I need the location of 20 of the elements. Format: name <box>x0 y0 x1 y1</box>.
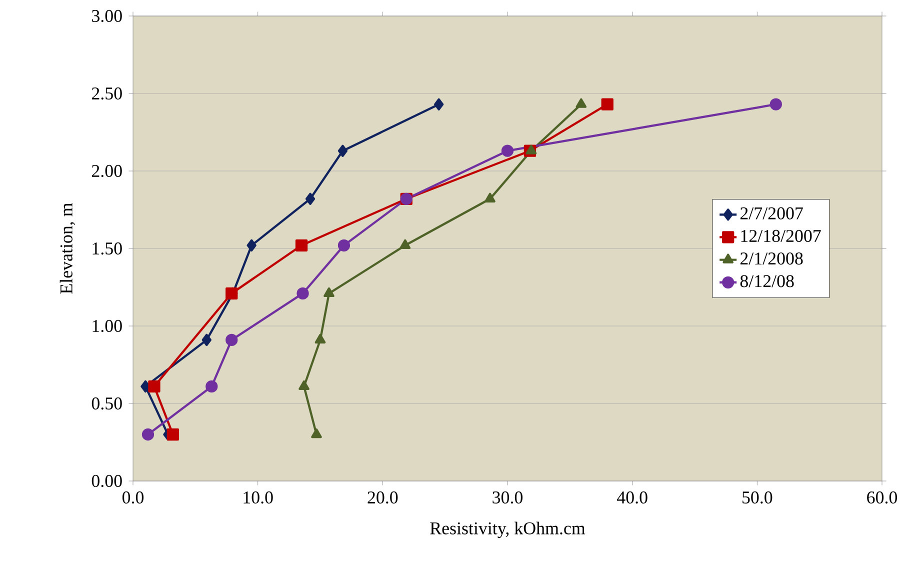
x-tick-label: 0.0 <box>122 491 144 504</box>
legend-label: 2/1/2008 <box>740 252 803 265</box>
x-tick-label: 20.0 <box>368 491 398 504</box>
x-tick-label: 50.0 <box>742 491 772 504</box>
legend-label: 8/12/08 <box>740 275 794 288</box>
legend-label: 2/7/2007 <box>740 207 803 220</box>
y-tick-label: 1.00 <box>92 320 122 332</box>
y-tick-label: 1.50 <box>92 242 122 255</box>
y-tick-label: 2.50 <box>92 87 122 100</box>
x-tick-label: 60.0 <box>867 491 898 504</box>
legend-label: 12/18/2007 <box>741 230 821 242</box>
x-tick-label: 10.0 <box>244 491 273 504</box>
y-tick-label: 0.00 <box>92 474 122 488</box>
x-tick-label: 30.0 <box>492 491 523 504</box>
y-axis-title: Elevation, m <box>60 202 76 294</box>
x-tick-label: 40.0 <box>616 491 648 504</box>
y-tick-label: 3.00 <box>92 10 122 22</box>
y-tick-label: 2.00 <box>92 164 122 178</box>
x-axis-title: Resistivity, kOhm.cm <box>430 522 586 538</box>
y-tick-label: 0.50 <box>92 397 122 410</box>
